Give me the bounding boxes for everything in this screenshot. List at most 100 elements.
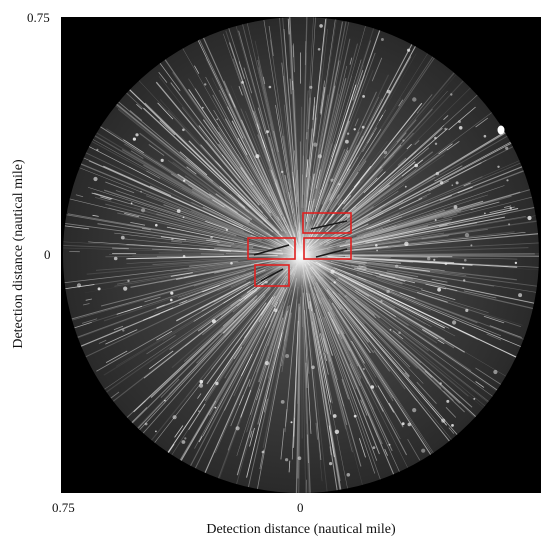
clutter-fragment bbox=[142, 307, 174, 321]
clutter-ray bbox=[350, 162, 521, 235]
clutter-fragment bbox=[327, 311, 340, 335]
clutter-ray bbox=[187, 259, 265, 271]
clutter-ray bbox=[224, 17, 287, 210]
clutter-fragment bbox=[320, 333, 326, 353]
clutter-ray bbox=[215, 304, 273, 402]
clutter-ray bbox=[321, 276, 424, 384]
clutter-ray bbox=[327, 258, 495, 287]
clutter-ray bbox=[355, 292, 472, 372]
clutter-fragment bbox=[249, 430, 253, 438]
speckle bbox=[450, 93, 453, 96]
clutter-ray bbox=[63, 280, 247, 370]
clutter-ray bbox=[233, 299, 281, 397]
speckle bbox=[505, 146, 509, 150]
clutter-ray bbox=[283, 28, 298, 202]
clutter-ray bbox=[332, 291, 473, 453]
clutter-ray bbox=[167, 110, 269, 220]
clutter-ray bbox=[213, 270, 287, 353]
clutter-fragment bbox=[399, 197, 423, 210]
clutter-ray bbox=[301, 277, 311, 493]
clutter-ray bbox=[185, 265, 257, 284]
speckle bbox=[132, 137, 136, 141]
clutter-fragment bbox=[92, 214, 99, 217]
clutter-fragment bbox=[378, 179, 395, 193]
speckle bbox=[437, 287, 441, 292]
clutter-fragment bbox=[202, 285, 220, 293]
clutter-ray bbox=[237, 202, 274, 233]
clutter-fragment bbox=[362, 132, 374, 153]
speckle bbox=[346, 473, 351, 477]
clutter-fragment bbox=[130, 222, 146, 226]
speckle bbox=[401, 422, 405, 426]
clutter-fragment bbox=[438, 143, 453, 155]
clutter-fragment bbox=[188, 403, 206, 430]
clutter-fragment bbox=[179, 300, 188, 304]
clutter-fragment bbox=[443, 390, 454, 401]
clutter-ray bbox=[269, 39, 296, 216]
clutter-fragment bbox=[373, 350, 391, 372]
clutter-fragment bbox=[398, 266, 431, 272]
clutter-fragment bbox=[219, 186, 246, 208]
clutter-ray bbox=[245, 111, 287, 218]
clutter-fragment bbox=[227, 106, 244, 139]
clutter-ray bbox=[310, 159, 487, 251]
clutter-ray bbox=[200, 144, 264, 214]
clutter-ray bbox=[336, 211, 539, 250]
clutter-fragment bbox=[354, 118, 359, 127]
speckle bbox=[398, 331, 401, 335]
clutter-fragment bbox=[293, 417, 295, 437]
clutter-ray bbox=[318, 34, 451, 229]
clutter-ray bbox=[311, 91, 377, 232]
clutter-ray bbox=[276, 17, 298, 212]
clutter-fragment bbox=[437, 339, 445, 345]
clutter-ray bbox=[315, 294, 380, 455]
clutter-fragment bbox=[483, 315, 505, 324]
clutter-fragment bbox=[280, 428, 285, 460]
clutter-fragment bbox=[404, 372, 410, 378]
speckle bbox=[171, 237, 174, 241]
clutter-fragment bbox=[221, 154, 241, 179]
clutter-ray bbox=[304, 28, 329, 223]
clutter-ray bbox=[188, 140, 280, 233]
speckle bbox=[483, 134, 487, 138]
speckle bbox=[255, 154, 260, 159]
clutter-ray bbox=[306, 102, 423, 248]
clutter-ray bbox=[222, 295, 258, 327]
clutter-ray bbox=[257, 59, 291, 206]
clutter-ray bbox=[146, 195, 254, 238]
clutter-ray bbox=[334, 283, 469, 397]
speckle bbox=[285, 354, 290, 358]
speckle bbox=[198, 410, 200, 412]
clutter-fragment bbox=[434, 165, 463, 182]
target-streak bbox=[315, 248, 348, 258]
clutter-ray bbox=[302, 270, 341, 493]
clutter-fragment bbox=[504, 205, 512, 208]
clutter-ray bbox=[351, 199, 539, 246]
clutter-fragment bbox=[288, 460, 291, 473]
clutter-ray bbox=[339, 207, 519, 248]
clutter-fragment bbox=[264, 301, 279, 328]
clutter-fragment bbox=[489, 325, 522, 338]
clutter-fragment bbox=[289, 78, 292, 95]
clutter-fragment bbox=[457, 186, 473, 194]
x-tick-zero: 0 bbox=[297, 500, 304, 515]
clutter-ray bbox=[350, 264, 539, 310]
clutter-fragment bbox=[324, 352, 327, 361]
speckle bbox=[473, 397, 476, 400]
clutter-ray bbox=[315, 309, 348, 426]
clutter-fragment bbox=[377, 385, 395, 413]
clutter-ray bbox=[189, 17, 285, 218]
speckle bbox=[285, 458, 289, 462]
clutter-ray bbox=[303, 90, 309, 195]
speckle bbox=[345, 139, 349, 144]
clutter-fragment bbox=[123, 139, 145, 154]
clutter-fragment bbox=[219, 250, 232, 252]
clutter-ray bbox=[340, 231, 466, 251]
clutter-ray bbox=[105, 254, 255, 258]
clutter-fragment bbox=[130, 150, 144, 159]
clutter-ray bbox=[232, 286, 264, 313]
clutter-fragment bbox=[223, 286, 251, 304]
clutter-ray bbox=[319, 109, 387, 224]
clutter-fragment bbox=[463, 182, 471, 187]
speckle bbox=[402, 139, 405, 142]
